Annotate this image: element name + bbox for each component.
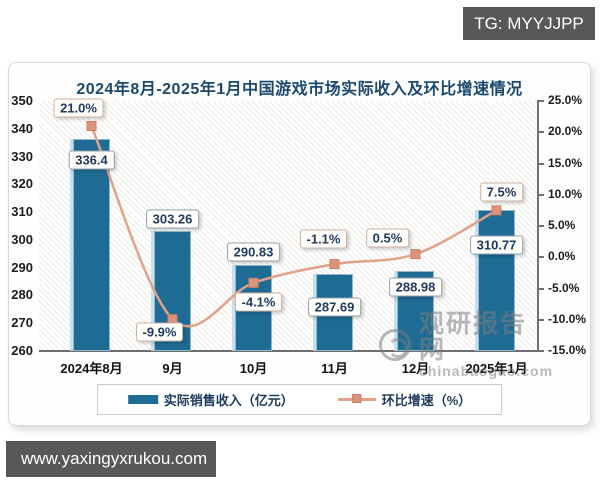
x-axis-label-3: 11月 [321,361,348,376]
plot-area: 观研报告网 chinabaogao.com 336.4 303.26 290.83 2… [39,98,552,378]
left-axis-tick-label: 300 [11,231,33,247]
line-swatch-icon [337,394,376,403]
bar-value-label: 303.26 [145,209,200,229]
legend-item-revenue: 实际销售收入（亿元） [127,390,294,409]
growth-value-label: -9.9% [135,322,184,342]
tg-badge: TG: MYYJJPP [463,7,595,40]
chart-card: 2024年8月-2025年1月中国游戏市场实际收入及环比增速情况 观研报告网 c… [8,62,591,426]
line-marker-0 [86,121,97,131]
x-axis-labels: 2024年8月 9月 10月 11月 12月 2025年1月 [39,358,537,376]
x-axis-label-4: 12月 [401,361,430,376]
bar-0 [73,138,110,351]
legend-growth-label: 环比增速（%） [381,393,472,408]
right-axis-tick-label: 10.0% [548,186,583,201]
right-axis-tick-label: 20.0% [548,124,583,139]
left-axis-tick-label: 310 [11,204,33,220]
x-axis-label-5: 2025年1月 [465,361,528,376]
x-axis-line [39,350,539,352]
watermark-en-text: chinabaogao.com [419,362,554,379]
chart-title: 2024年8月-2025年1月中国游戏市场实际收入及环比增速情况 [76,81,523,98]
right-axis-tick [537,256,544,259]
line-marker-2 [248,277,259,288]
line-marker-5 [491,205,502,216]
x-axis-label-0: 2024年8月 [60,361,123,376]
growth-value-label: -1.1% [299,229,348,249]
watermark-cn-text: 观研报告网 [419,310,528,365]
growth-value-label: -4.1% [234,292,283,312]
x-axis-label-2: 10月 [239,361,268,376]
legend: 实际销售收入（亿元） 环比增速（%） [96,384,503,415]
legend-item-growth: 环比增速（%） [337,390,472,409]
right-axis-tick [537,193,544,196]
bar-value-label: 336.4 [68,150,115,170]
right-axis-tick-label: 5.0% [548,218,576,232]
left-axis: 350 340 330 320 310 300 290 280 270 260 [9,93,35,358]
left-axis-tick-label: 320 [11,176,33,192]
growth-value-label: 21.0% [53,98,104,118]
growth-value-label: 7.5% [479,182,524,202]
right-axis-tick [537,318,544,321]
bar-value-label: 290.83 [226,242,281,262]
watermark-logo-icon [379,328,411,361]
right-axis-tick-label: -15.0% [548,343,587,357]
left-axis-tick-label: 290 [11,259,33,275]
right-axis-tick-label: 0.0% [548,249,576,264]
bar-5 [478,209,515,351]
bar-value-label: 287.69 [307,297,362,317]
left-axis-tick-label: 340 [11,120,33,136]
legend-revenue-label: 实际销售收入（亿元） [163,393,294,408]
left-axis-tick-label: 270 [11,315,33,331]
website-badge: www.yaxingyxrukou.com [6,441,216,477]
right-axis-tick [537,100,544,102]
watermark: 观研报告网 chinabaogao.com [379,311,553,378]
right-axis-tick [537,225,544,227]
growth-line [86,121,502,328]
left-axis-tick-label: 350 [11,93,33,108]
right-axis-tick [537,162,544,165]
right-axis-tick-label: 25.0% [548,93,583,107]
x-axis-label-1: 9月 [162,361,183,376]
left-axis-tick-label: 260 [11,343,33,358]
right-axis-tick [537,131,544,134]
right-axis: 25.0% 20.0% 15.0% 10.0% 5.0% 0.0% -5.0% -10.0% -… [537,93,592,357]
left-axis-tick-label: 280 [11,287,33,303]
bar-value-label: 288.98 [388,277,443,296]
bar-value-label: 310.77 [469,235,524,255]
bar-swatch-icon [127,395,158,404]
growth-value-label: 0.5% [365,228,410,248]
line-marker-4 [410,249,421,260]
right-axis-tick [537,350,544,352]
line-marker-3 [329,259,340,270]
right-axis-tick [537,287,544,290]
right-axis-tick-label: -5.0% [548,280,580,295]
right-axis-tick-label: -10.0% [548,311,587,326]
right-axis-tick-label: 15.0% [548,155,583,170]
left-axis-tick-label: 330 [11,148,33,164]
